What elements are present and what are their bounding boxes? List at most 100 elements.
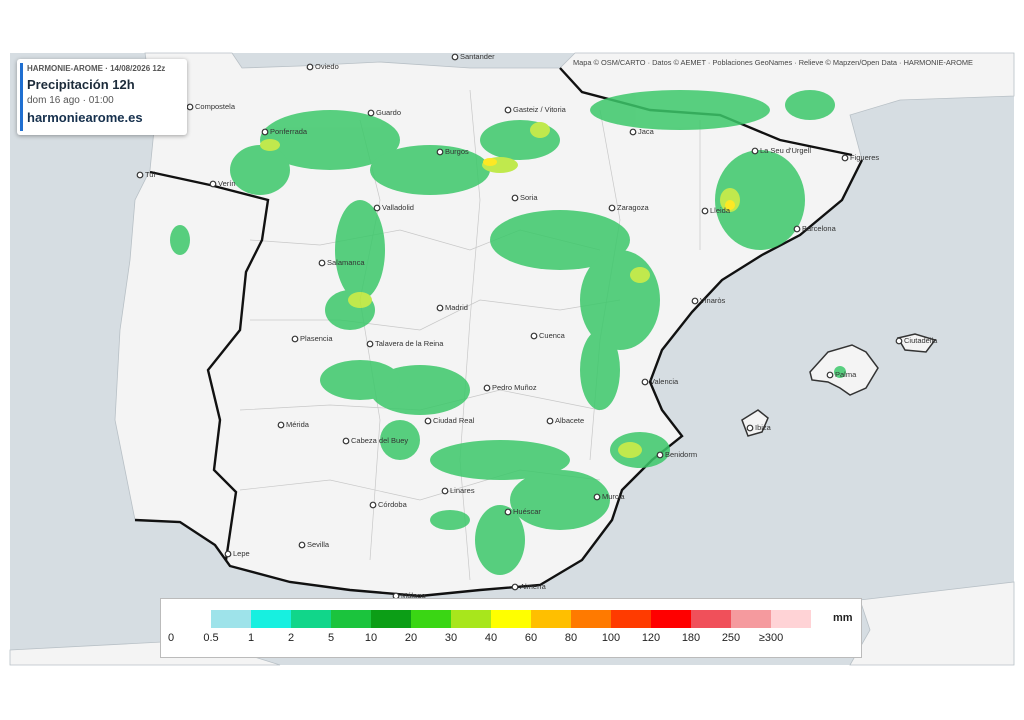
city-label: Benidorm bbox=[665, 450, 697, 459]
legend-swatch bbox=[411, 610, 451, 628]
legend-label: 180 bbox=[681, 632, 701, 644]
legend-swatch bbox=[491, 610, 531, 628]
legend-swatch bbox=[731, 610, 771, 628]
city-label: Pedro Muñoz bbox=[492, 383, 537, 392]
city-label: Ponferrada bbox=[270, 127, 308, 136]
city-dot bbox=[441, 487, 449, 495]
city-dot bbox=[366, 340, 374, 348]
city-label: Soria bbox=[520, 193, 538, 202]
city-dot bbox=[701, 207, 709, 215]
city-dot bbox=[209, 180, 217, 188]
city-label: Murcia bbox=[602, 492, 625, 501]
website[interactable]: harmoniearome.es bbox=[27, 110, 143, 125]
menorca bbox=[896, 333, 937, 353]
city-label: Lleida bbox=[710, 206, 731, 215]
legend-label: 250 bbox=[721, 632, 741, 644]
legend-label: 2 bbox=[287, 632, 295, 644]
city-dot bbox=[369, 501, 377, 509]
city-dot bbox=[451, 53, 459, 61]
city-dot bbox=[136, 171, 144, 179]
precipitation bbox=[170, 90, 846, 575]
city-label: Plasencia bbox=[300, 334, 333, 343]
city-dot bbox=[746, 424, 754, 432]
city-label: Guardo bbox=[376, 108, 401, 117]
city-label: Verín bbox=[218, 179, 236, 188]
city-label: Compostela bbox=[195, 102, 236, 111]
city-label: Sevilla bbox=[307, 540, 330, 549]
legend-swatch bbox=[331, 610, 371, 628]
city-dot bbox=[306, 63, 314, 71]
city-label: Valencia bbox=[650, 377, 679, 386]
city-label: Talavera de la Reina bbox=[375, 339, 444, 348]
legend-label: 80 bbox=[564, 632, 578, 644]
city-dot bbox=[424, 417, 432, 425]
city-label: Ciudad Real bbox=[433, 416, 475, 425]
legend-label: 1 bbox=[247, 632, 255, 644]
city-dot bbox=[511, 194, 519, 202]
legend-swatch bbox=[211, 610, 251, 628]
city-dot bbox=[504, 508, 512, 516]
city-label: Burgos bbox=[445, 147, 469, 156]
city-dot bbox=[483, 384, 491, 392]
city-dot bbox=[342, 437, 350, 445]
city-label: Jaca bbox=[638, 127, 655, 136]
city-dot bbox=[656, 451, 664, 459]
city-label: La Seu d'Urgell bbox=[760, 146, 811, 155]
city-label: Málaga bbox=[401, 591, 426, 600]
city-label: Tui bbox=[145, 170, 155, 179]
legend-label: 0 bbox=[167, 632, 175, 644]
legend-label: 30 bbox=[444, 632, 458, 644]
attribution: Mapa © OSM/CARTO · Datos © AEMET · Pobla… bbox=[573, 58, 973, 67]
legend-label: 0.5 bbox=[203, 632, 219, 644]
city-dot bbox=[841, 154, 849, 162]
title: Precipitación 12h bbox=[27, 77, 135, 92]
city-dot bbox=[546, 417, 554, 425]
city-dot bbox=[367, 109, 375, 117]
city-label: Cabeza del Buey bbox=[351, 436, 408, 445]
city-dot bbox=[691, 297, 699, 305]
legend-label: 120 bbox=[641, 632, 661, 644]
city-label: Ciutadella bbox=[904, 336, 938, 345]
city-dot bbox=[436, 304, 444, 312]
city-dot bbox=[641, 378, 649, 386]
city-dot bbox=[186, 103, 194, 111]
city-label: Barcelona bbox=[802, 224, 837, 233]
legend-swatch bbox=[291, 610, 331, 628]
city-label: Ibiza bbox=[755, 423, 772, 432]
city-dot bbox=[895, 337, 903, 345]
city-dot bbox=[751, 147, 759, 155]
legend-label: 40 bbox=[484, 632, 498, 644]
legend-swatch bbox=[171, 610, 211, 628]
city-label: Almería bbox=[520, 582, 547, 591]
city-dot bbox=[224, 550, 232, 558]
city-label: Madrid bbox=[445, 303, 468, 312]
legend-label: 10 bbox=[364, 632, 378, 644]
city-label: Linares bbox=[450, 486, 475, 495]
africa bbox=[849, 581, 1015, 666]
city-label: Valladolid bbox=[382, 203, 414, 212]
model-run: HARMONIE-AROME · 14/08/2026 12z bbox=[27, 64, 166, 73]
city-dot bbox=[826, 371, 834, 379]
cities: Oviedo Santander Gasteiz / Vitoria Composte… bbox=[136, 52, 938, 600]
city-dot bbox=[373, 204, 381, 212]
city-label: Mérida bbox=[286, 420, 310, 429]
city-label: Vinaròs bbox=[700, 296, 726, 305]
city-label: Zaragoza bbox=[617, 203, 650, 212]
legend-label: ≥300 bbox=[758, 632, 784, 644]
legend-label: 20 bbox=[404, 632, 418, 644]
city-dot bbox=[608, 204, 616, 212]
city-label: Oviedo bbox=[315, 62, 339, 71]
city-dot bbox=[593, 493, 601, 501]
city-label: Córdoba bbox=[378, 500, 408, 509]
city-dot bbox=[530, 332, 538, 340]
city-dot bbox=[298, 541, 306, 549]
city-label: Lepe bbox=[233, 549, 250, 558]
legend-label: 100 bbox=[601, 632, 621, 644]
legend: mm 0 0.5 1 2 5 10 20 30 40 60 80 100 120 180 250 ≥300 bbox=[160, 598, 862, 658]
city-label: Salamanca bbox=[327, 258, 365, 267]
legend-swatch bbox=[611, 610, 651, 628]
city-dot bbox=[629, 128, 637, 136]
legend-swatch bbox=[451, 610, 491, 628]
legend-swatch bbox=[531, 610, 571, 628]
